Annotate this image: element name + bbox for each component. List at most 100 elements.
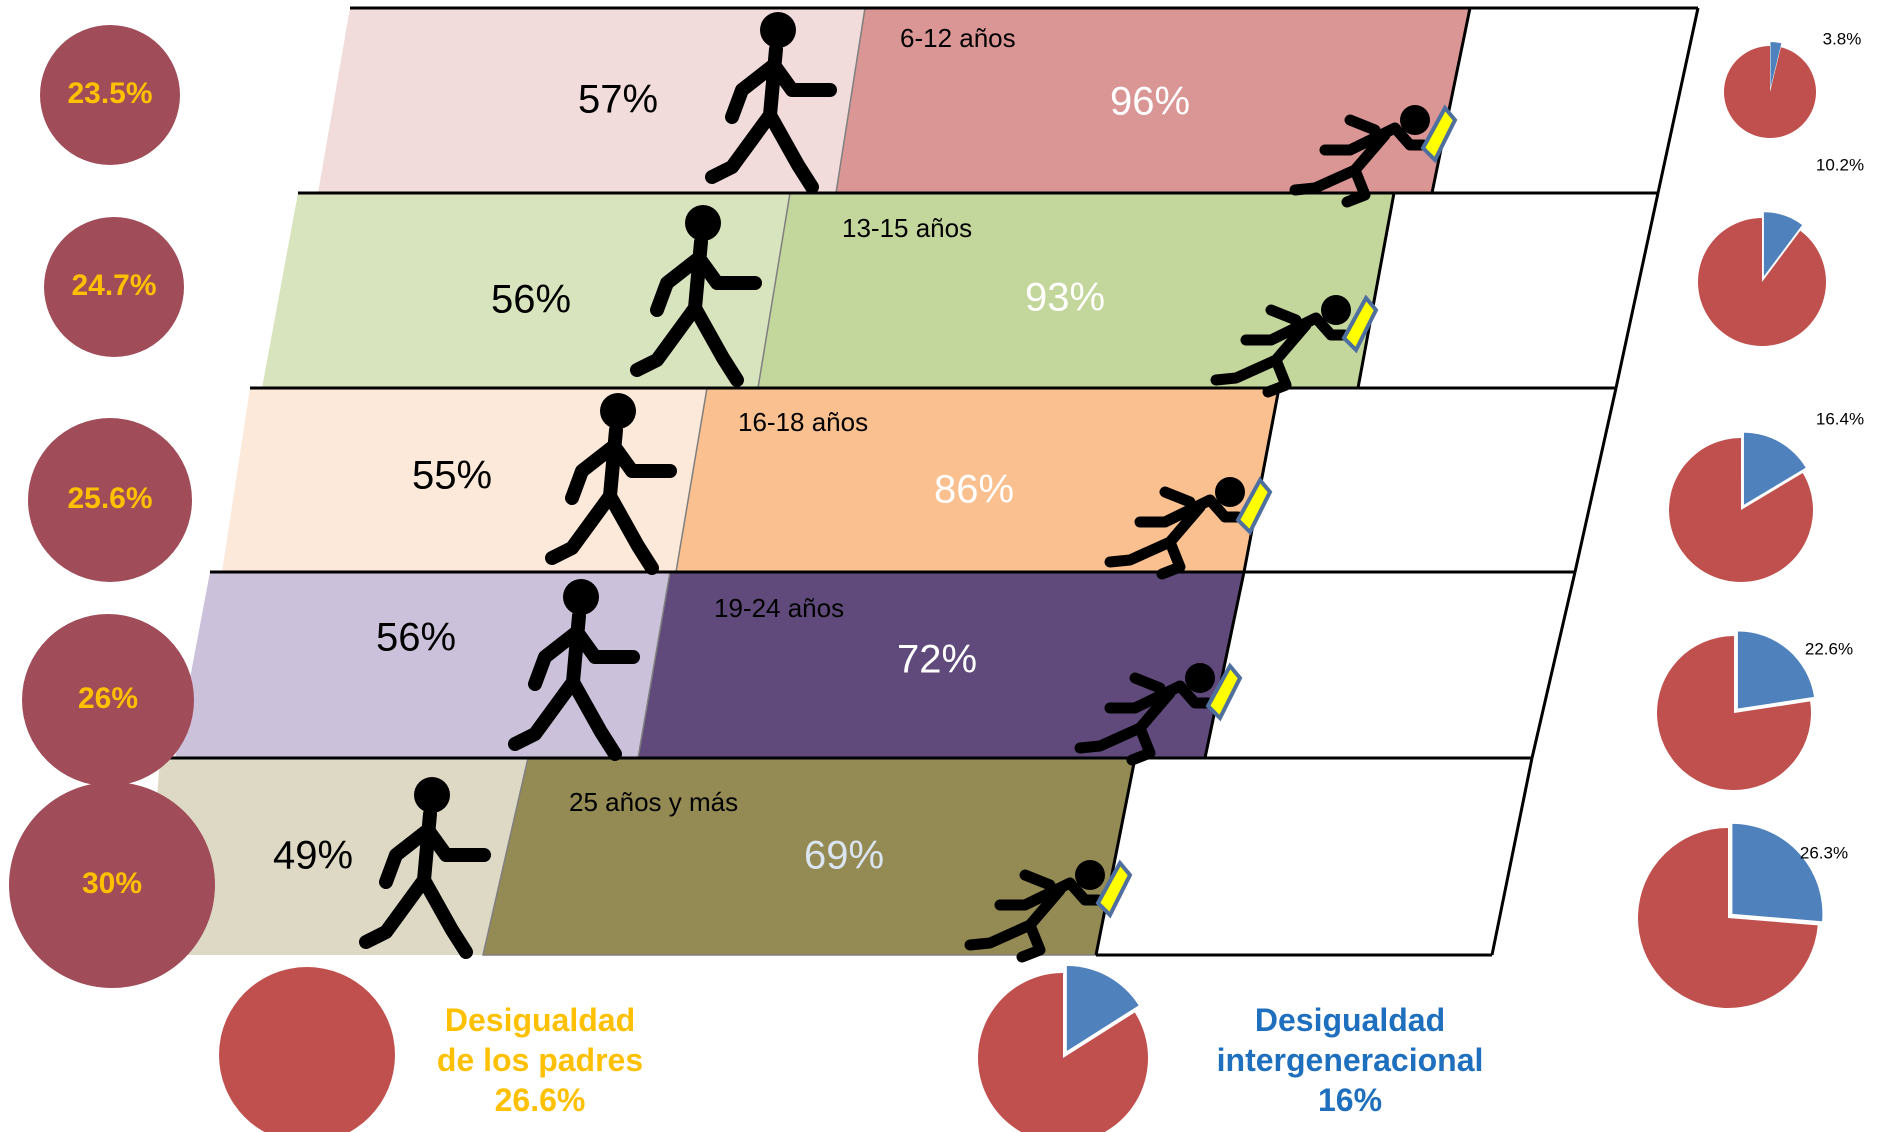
- circle-value: 24.7%: [71, 269, 156, 302]
- remaining-band-0: [1432, 8, 1698, 193]
- row-finish-line-1: [1356, 192, 1396, 389]
- inter-label-line2: intergeneracional: [1216, 1042, 1484, 1078]
- sprinter-head-2: [1215, 477, 1245, 507]
- age-group-label: 6-12 años: [900, 23, 1016, 53]
- row-right-edge-1: [1614, 192, 1660, 389]
- runner-body-1: [630, 235, 762, 387]
- pie-red-slice-4: [1638, 828, 1818, 1008]
- row-finish-line-3: [1203, 571, 1246, 759]
- remaining-band-1: [1358, 193, 1658, 388]
- sprinter-icon: [1074, 662, 1243, 766]
- sprinter-body-3: [1074, 672, 1214, 766]
- row-right-edge-2: [1573, 387, 1618, 573]
- parents-inequality-circle: [44, 217, 184, 357]
- pie-percent-label: 16.4%: [1816, 409, 1864, 428]
- row-finish-line-4: [1094, 757, 1137, 956]
- sprinter-icon: [964, 859, 1133, 963]
- runner-body-3: [508, 609, 640, 761]
- pie-percent-label: 3.8%: [1823, 29, 1862, 48]
- parents-label-line2: de los padres: [436, 1042, 644, 1078]
- pie-blue-slice-2: [1743, 432, 1806, 505]
- pie-blue-slice-4: [1732, 823, 1823, 922]
- parents-percent: 57%: [578, 78, 658, 122]
- age-group-label: 19-24 años: [714, 593, 844, 623]
- pie-percent-label: 10.2%: [1816, 155, 1864, 174]
- sprinter-head-1: [1321, 295, 1351, 325]
- children-percent: 69%: [804, 834, 884, 878]
- sprinter-head-4: [1075, 860, 1105, 890]
- baton-icon: [1341, 294, 1379, 354]
- children-percent: 72%: [897, 638, 977, 682]
- baton-icon: [1420, 104, 1458, 164]
- pie-blue-slice-3: [1737, 631, 1815, 709]
- parents-inequality-circle: [22, 614, 194, 786]
- walking-person-icon: [705, 12, 837, 194]
- parents-band-0: [318, 8, 865, 193]
- parents-percent: 49%: [273, 834, 353, 878]
- parents-inequality-label: Desigualdad de los padres 26.6%: [410, 1000, 670, 1120]
- pie-blue-slice-1: [1763, 212, 1803, 277]
- children-percent: 86%: [934, 468, 1014, 512]
- sprinter-head-3: [1185, 663, 1215, 693]
- children-percent: 96%: [1110, 80, 1190, 124]
- row-finish-line-0: [1430, 7, 1472, 194]
- age-group-label: 25 años y más: [569, 787, 738, 817]
- walking-person-icon: [630, 205, 762, 387]
- children-percent: 93%: [1025, 276, 1105, 320]
- runner-body-0: [705, 42, 837, 194]
- pie-red-slice-0: [1724, 46, 1817, 138]
- pie-blue-slice-legend: [1066, 965, 1139, 1051]
- parents-inequality-circle: [28, 418, 192, 582]
- pie-red-slice-1: [1698, 218, 1826, 346]
- parents-inequality-circle: [40, 25, 180, 165]
- pie-percent-label: 22.6%: [1805, 639, 1853, 658]
- runner-head-1: [685, 205, 721, 241]
- sprinter-body-1: [1210, 304, 1350, 398]
- age-group-label: 13-15 años: [842, 213, 972, 243]
- runner-head-2: [600, 393, 636, 429]
- row-right-edge-0: [1656, 7, 1700, 194]
- walking-person-icon: [359, 777, 491, 959]
- runner-body-4: [359, 807, 491, 959]
- sprinter-icon: [1104, 476, 1273, 580]
- sprinter-body-4: [964, 869, 1104, 963]
- sprinter-icon: [1289, 104, 1458, 208]
- sprinter-body-2: [1104, 486, 1244, 580]
- remaining-band-3: [1205, 572, 1575, 758]
- circle-value: 25.6%: [67, 482, 152, 515]
- row-right-edge-3: [1530, 571, 1577, 759]
- walking-person-icon: [508, 579, 640, 761]
- parents-percent: 55%: [412, 454, 492, 498]
- runner-body-2: [545, 423, 677, 575]
- remaining-band-4: [1096, 758, 1532, 955]
- sprinter-icon: [1210, 294, 1379, 398]
- baton-icon: [1095, 859, 1133, 919]
- pie-blue-slice-0: [1770, 42, 1782, 89]
- runner-head-4: [414, 777, 450, 813]
- baton-icon: [1235, 476, 1273, 536]
- remaining-band-2: [1244, 388, 1616, 572]
- walking-person-icon: [545, 393, 677, 575]
- inter-label-value: 16%: [1317, 1082, 1383, 1118]
- circle-value: 30%: [82, 867, 142, 900]
- parents-inequality-circle: [9, 782, 215, 988]
- parents-band-1: [262, 193, 790, 388]
- sprinter-head-0: [1400, 105, 1430, 135]
- row-right-edge-4: [1490, 757, 1534, 956]
- runner-head-0: [760, 12, 796, 48]
- sprinter-body-0: [1289, 114, 1429, 208]
- circle-value: 23.5%: [67, 77, 152, 110]
- pie-red-slice-legend: [978, 973, 1148, 1132]
- baton-icon: [1205, 662, 1243, 722]
- age-group-label: 16-18 años: [738, 407, 868, 437]
- parents-legend-circle: [219, 967, 395, 1132]
- runner-head-3: [563, 579, 599, 615]
- parents-percent: 56%: [376, 616, 456, 660]
- circle-value: 26%: [78, 682, 138, 715]
- pie-red-slice-3: [1657, 636, 1811, 790]
- parents-label-value: 26.6%: [494, 1082, 586, 1118]
- inter-label-line1: Desigualdad: [1254, 1002, 1446, 1038]
- pie-red-slice-2: [1669, 438, 1814, 582]
- parents-label-line1: Desigualdad: [444, 1002, 636, 1038]
